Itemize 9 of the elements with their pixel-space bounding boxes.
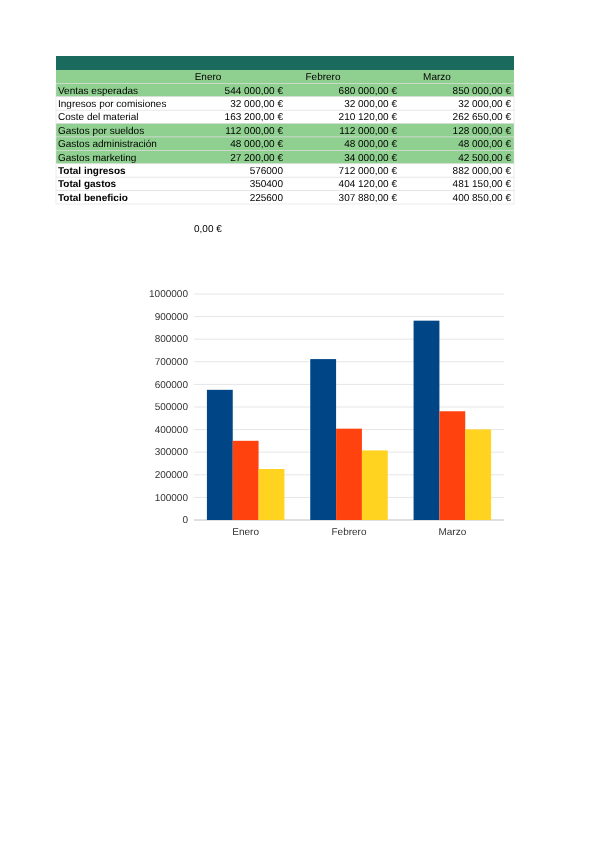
bar (232, 440, 259, 520)
bar (258, 469, 285, 520)
bar (465, 429, 492, 520)
bar (413, 320, 440, 520)
bar (206, 389, 233, 520)
bar (336, 428, 362, 520)
bar (439, 411, 466, 520)
bar (310, 359, 337, 520)
bar (361, 450, 388, 520)
